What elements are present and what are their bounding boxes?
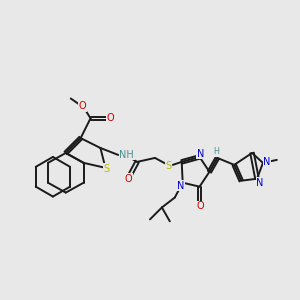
Text: O: O bbox=[197, 202, 204, 212]
Text: O: O bbox=[124, 174, 132, 184]
Text: N: N bbox=[256, 178, 264, 188]
Text: O: O bbox=[106, 113, 114, 123]
Text: H: H bbox=[213, 148, 219, 157]
Text: N: N bbox=[177, 181, 184, 191]
Text: NH: NH bbox=[119, 150, 134, 160]
Text: S: S bbox=[166, 161, 172, 171]
Text: N: N bbox=[263, 157, 271, 167]
Text: O: O bbox=[79, 101, 86, 111]
Text: N: N bbox=[197, 149, 204, 159]
Text: S: S bbox=[103, 164, 110, 174]
